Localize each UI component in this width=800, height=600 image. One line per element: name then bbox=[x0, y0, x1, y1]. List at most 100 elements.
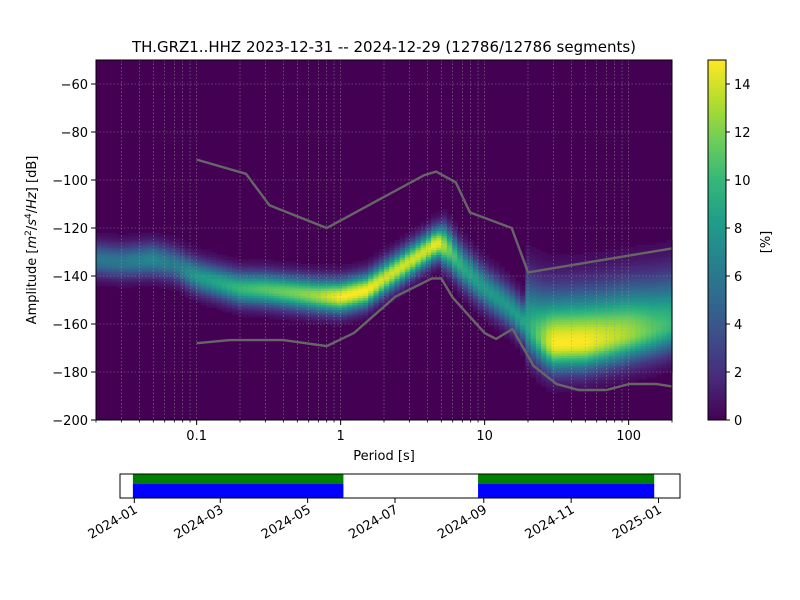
heatmap-cell bbox=[326, 304, 333, 308]
heatmap-cell bbox=[315, 273, 322, 277]
heatmap-cell bbox=[645, 360, 652, 363]
heatmap-cell bbox=[294, 290, 301, 294]
heatmap-cell bbox=[493, 271, 500, 275]
heatmap-cell bbox=[158, 252, 165, 255]
heatmap-cell bbox=[614, 288, 621, 291]
heatmap-cell bbox=[185, 264, 191, 267]
heatmap-cell bbox=[116, 254, 123, 258]
heatmap-cell bbox=[504, 280, 511, 284]
heatmap-cell bbox=[525, 362, 532, 366]
heatmap-cell bbox=[514, 309, 521, 313]
heatmap-cell bbox=[190, 254, 197, 258]
heatmap-cell bbox=[378, 300, 385, 303]
heatmap-cell bbox=[127, 252, 134, 255]
heatmap-cell bbox=[619, 376, 626, 380]
heatmap-cell bbox=[431, 240, 437, 243]
heatmap-cell bbox=[232, 276, 238, 279]
heatmap-cell bbox=[504, 324, 511, 327]
heatmap-cell bbox=[588, 290, 595, 294]
heatmap-cell bbox=[483, 261, 490, 265]
heatmap-cell bbox=[205, 276, 212, 279]
heatmap-cell bbox=[384, 244, 390, 248]
heatmap-cell bbox=[237, 278, 244, 282]
heatmap-cell bbox=[336, 316, 343, 320]
heatmap-cell bbox=[619, 379, 626, 383]
heatmap-cell bbox=[279, 288, 286, 291]
heatmap-cell bbox=[541, 297, 547, 301]
heatmap-cell bbox=[603, 331, 610, 335]
heatmap-cell bbox=[247, 292, 254, 296]
heatmap-cell bbox=[525, 340, 532, 344]
heatmap-cell bbox=[211, 271, 218, 275]
heatmap-cell bbox=[174, 259, 181, 263]
x-axis-label: Period [s] bbox=[353, 449, 415, 464]
heatmap-cell bbox=[378, 288, 385, 291]
heatmap-cell bbox=[541, 295, 547, 299]
y-axis-label-part: s bbox=[25, 219, 40, 226]
heatmap-cell bbox=[551, 285, 558, 289]
heatmap-cell bbox=[541, 256, 547, 260]
heatmap-cell bbox=[582, 374, 589, 378]
heatmap-cell bbox=[493, 324, 500, 327]
heatmap-cell bbox=[200, 252, 207, 255]
heatmap-cell bbox=[425, 271, 432, 275]
heatmap-cell bbox=[640, 355, 647, 359]
heatmap-cell bbox=[630, 309, 636, 313]
heatmap-cell bbox=[363, 276, 369, 279]
heatmap-cell bbox=[132, 247, 139, 251]
heatmap-cell bbox=[577, 290, 584, 294]
heatmap-cell bbox=[284, 271, 291, 275]
heatmap-cell bbox=[598, 256, 605, 260]
heatmap-cell bbox=[137, 266, 144, 270]
heatmap-cell bbox=[284, 283, 291, 287]
heatmap-cell bbox=[404, 256, 411, 260]
heatmap-cell bbox=[436, 211, 443, 215]
heatmap-cell bbox=[572, 276, 579, 279]
heatmap-cell bbox=[499, 312, 506, 315]
heatmap-cell bbox=[342, 280, 348, 284]
heatmap-cell bbox=[357, 261, 364, 265]
heatmap-cell bbox=[174, 261, 181, 265]
heatmap-cell bbox=[661, 300, 668, 303]
heatmap-cell bbox=[357, 268, 364, 272]
heatmap-cell bbox=[174, 273, 181, 277]
heatmap-cell bbox=[572, 333, 579, 337]
heatmap-cell bbox=[368, 256, 375, 260]
heatmap-cell bbox=[153, 247, 160, 251]
heatmap-cell bbox=[541, 273, 547, 277]
heatmap-cell bbox=[352, 314, 359, 318]
heatmap-cell bbox=[572, 369, 579, 373]
heatmap-cell bbox=[148, 232, 155, 236]
heatmap-cell bbox=[624, 307, 631, 311]
heatmap-cell bbox=[195, 292, 202, 296]
heatmap-cell bbox=[137, 242, 144, 246]
heatmap-cell bbox=[645, 319, 652, 323]
colorbar-segment bbox=[708, 280, 726, 285]
heatmap-cell bbox=[378, 264, 385, 267]
heatmap-cell bbox=[253, 283, 259, 287]
heatmap-cell bbox=[535, 276, 542, 279]
heatmap-cell bbox=[452, 220, 458, 224]
heatmap-cell bbox=[221, 292, 228, 296]
heatmap-cell bbox=[268, 288, 275, 291]
heatmap-cell bbox=[525, 333, 532, 337]
heatmap-cell bbox=[551, 295, 558, 299]
heatmap-cell bbox=[556, 360, 563, 363]
heatmap-cell bbox=[619, 252, 626, 255]
heatmap-cell bbox=[525, 264, 532, 267]
heatmap-cell bbox=[452, 273, 458, 277]
heatmap-cell bbox=[462, 247, 469, 251]
heatmap-cell bbox=[525, 285, 532, 289]
heatmap-cell bbox=[373, 280, 380, 284]
heatmap-cell bbox=[530, 297, 537, 301]
heatmap-cell bbox=[546, 369, 553, 373]
heatmap-cell bbox=[562, 319, 568, 323]
heatmap-cell bbox=[541, 264, 547, 267]
heatmap-cell bbox=[242, 297, 249, 301]
heatmap-cell bbox=[614, 364, 621, 368]
heatmap-cell bbox=[457, 273, 464, 277]
heatmap-cell bbox=[478, 297, 485, 301]
heatmap-cell bbox=[541, 266, 547, 270]
heatmap-cell bbox=[211, 252, 218, 255]
